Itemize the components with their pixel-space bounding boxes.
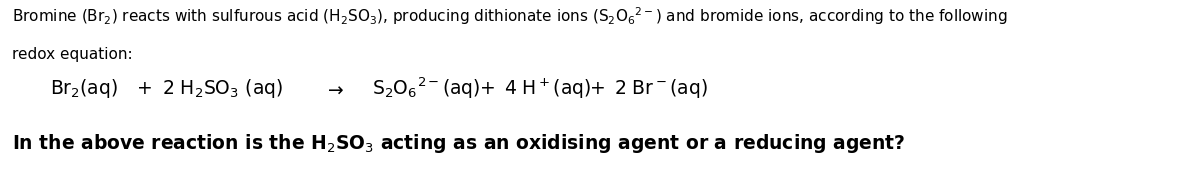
Text: Bromine (Br$_2$) reacts with sulfurous acid (H$_2$SO$_3$), producing dithionate : Bromine (Br$_2$) reacts with sulfurous a… xyxy=(12,5,1008,27)
Text: $\rightarrow$: $\rightarrow$ xyxy=(324,79,344,98)
Text: 4 H$^+$(aq): 4 H$^+$(aq) xyxy=(504,77,592,101)
Text: Br$_2$(aq): Br$_2$(aq) xyxy=(50,77,119,100)
Text: S$_2$O$_6$$^{2-}$(aq): S$_2$O$_6$$^{2-}$(aq) xyxy=(372,76,480,101)
Text: +: + xyxy=(137,79,152,98)
Text: redox equation:: redox equation: xyxy=(12,47,133,62)
Text: +: + xyxy=(480,79,496,98)
Text: 2 Br$^-$(aq): 2 Br$^-$(aq) xyxy=(614,77,708,100)
Text: In the above reaction is the H$_2$SO$_3$ acting as an oxidising agent or a reduc: In the above reaction is the H$_2$SO$_3$… xyxy=(12,132,906,155)
Text: +: + xyxy=(590,79,606,98)
Text: 2 H$_2$SO$_3$ (aq): 2 H$_2$SO$_3$ (aq) xyxy=(162,77,283,100)
